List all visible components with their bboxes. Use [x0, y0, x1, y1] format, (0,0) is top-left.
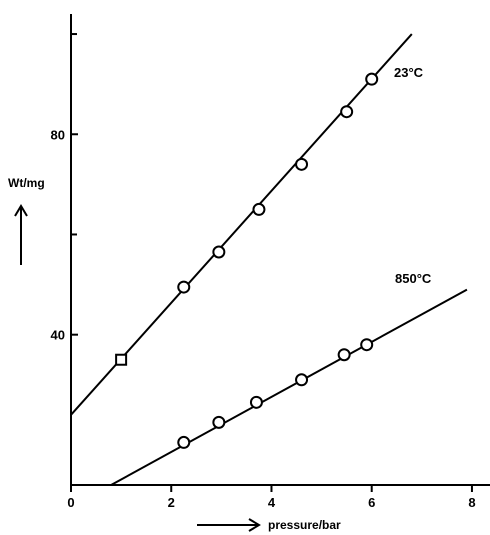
data-point-circle	[337, 348, 351, 362]
x-tick-label: 0	[67, 495, 74, 510]
axes	[70, 14, 490, 486]
data-point-circle	[360, 338, 374, 352]
data-point-square	[115, 353, 128, 366]
x-tick-label: 6	[368, 495, 375, 510]
ticks: 0 2 4 6 8 40 80	[51, 33, 476, 510]
fit-lines	[70, 33, 468, 486]
x-tick-label: 8	[468, 495, 475, 510]
series-label-850c: 850°C	[395, 271, 432, 286]
x-axis-arrow	[197, 518, 261, 532]
y-tick-label: 40	[51, 328, 65, 343]
data-point-circle	[295, 373, 309, 387]
fit-line-series-0	[70, 33, 413, 416]
series-label-23c: 23°C	[394, 65, 424, 80]
data-point-circle	[249, 395, 263, 409]
data-markers	[115, 72, 379, 449]
fit-line-series-1	[110, 288, 468, 486]
data-point-circle	[212, 245, 226, 259]
y-tick-label: 80	[51, 127, 65, 142]
data-point-circle	[340, 105, 354, 119]
data-point-circle	[252, 202, 266, 216]
data-point-circle	[365, 72, 379, 86]
x-axis-label: pressure/bar	[268, 518, 341, 532]
x-tick-label: 2	[168, 495, 175, 510]
x-tick-label: 4	[268, 495, 276, 510]
y-axis-label: Wt/mg	[8, 176, 45, 190]
data-point-circle	[177, 435, 191, 449]
data-point-circle	[177, 280, 191, 294]
data-point-circle	[295, 157, 309, 171]
y-axis-arrow	[14, 204, 28, 265]
data-point-circle	[212, 415, 226, 429]
